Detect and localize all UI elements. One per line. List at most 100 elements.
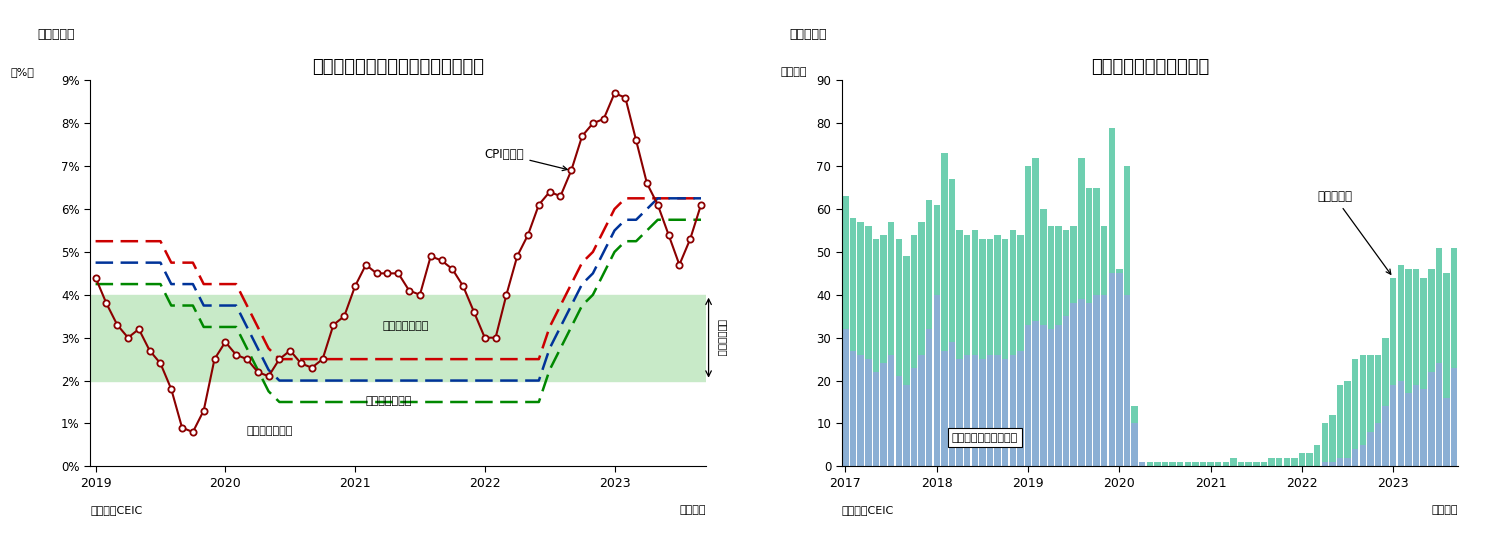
Text: （図表４）: （図表４） [789,27,827,41]
Bar [995,235,1001,355]
Bar [1344,458,1351,466]
Text: 訪比外客数: 訪比外客数 [1317,190,1390,274]
Text: 翌日物借入金利: 翌日物借入金利 [365,396,412,406]
Text: （月次）: （月次） [679,505,706,515]
Bar [956,230,963,359]
Bar [1078,299,1085,466]
Bar [1383,406,1389,466]
Bar [1139,462,1145,466]
Bar [1390,278,1396,385]
Bar [1124,166,1130,295]
Bar [1003,239,1009,359]
Bar [1314,445,1321,466]
Bar [1025,325,1031,466]
Text: （資料）CEIC: （資料）CEIC [842,505,894,515]
Text: （図表３）: （図表３） [38,27,75,41]
Bar [888,355,894,466]
Bar [1321,423,1329,462]
Bar [1063,230,1069,316]
Title: フィリピン　訪比外客数: フィリピン 訪比外客数 [1091,58,1208,76]
Bar [1117,269,1123,273]
Bar [1435,363,1441,466]
Bar [1048,329,1054,466]
Bar [1344,381,1351,458]
Bar [873,372,879,466]
Bar [918,355,924,466]
Bar [1336,385,1344,458]
Bar [881,363,887,466]
Bar [1375,423,1381,466]
Bar [1390,385,1396,466]
Bar [978,359,986,466]
Bar [1360,445,1366,466]
Text: （資料）CEIC: （資料）CEIC [90,505,143,515]
Bar [1443,398,1450,466]
Bar [1124,295,1130,466]
Bar [903,256,909,385]
Bar [873,239,879,372]
Bar [1450,248,1458,368]
Bar [978,239,986,359]
Text: CPI上昇率: CPI上昇率 [485,147,567,170]
Bar [1383,338,1389,406]
Bar [1025,166,1031,325]
Bar [933,295,939,466]
Bar [1222,462,1229,466]
Bar [866,226,872,359]
Bar [941,153,947,351]
Text: 翌日物貸出金利: 翌日物貸出金利 [382,321,428,331]
Bar [1048,226,1054,329]
Bar [1003,359,1009,466]
Bar [1162,462,1168,466]
Bar [1093,188,1100,295]
Bar [1100,226,1108,295]
Bar [956,359,963,466]
Text: インフレ目標: インフレ目標 [717,319,727,356]
Bar [1360,355,1366,445]
Bar [1010,230,1016,355]
Bar [911,368,917,466]
Bar [1428,372,1434,466]
Bar [849,351,857,466]
Title: フィリピンのインフレ率と政策金利: フィリピンのインフレ率と政策金利 [313,58,484,76]
Bar [1329,462,1336,466]
Bar [971,355,978,466]
Bar [1420,389,1426,466]
Bar [1018,351,1024,466]
Bar [926,200,932,329]
Bar [1291,458,1297,466]
Bar [888,222,894,355]
Text: （万人）: （万人） [780,66,807,77]
Bar [858,355,864,466]
Bar [1238,462,1244,466]
Bar [1109,128,1115,273]
Bar [971,230,978,355]
Bar [1177,462,1183,466]
Bar [1085,188,1093,303]
Bar [881,235,887,363]
Bar [1169,462,1175,466]
Bar [1336,458,1344,466]
Bar [1329,415,1336,462]
Bar [1132,423,1138,466]
Bar [1398,381,1404,466]
Bar [1109,273,1115,466]
Bar [1040,209,1046,325]
Bar [1254,462,1260,466]
Bar [918,222,924,355]
Bar [1276,458,1282,466]
Bar [90,295,706,381]
Text: うち東アジアの観光客: うち東アジアの観光客 [951,433,1018,443]
Bar [1063,316,1069,466]
Bar [1428,269,1434,372]
Bar [1420,278,1426,389]
Bar [948,179,956,342]
Bar [1306,453,1312,466]
Bar [1085,303,1093,466]
Bar [1055,226,1061,325]
Bar [896,239,902,376]
Bar [1284,458,1290,466]
Bar [1093,295,1100,466]
Bar [1184,462,1190,466]
Bar [963,235,971,355]
